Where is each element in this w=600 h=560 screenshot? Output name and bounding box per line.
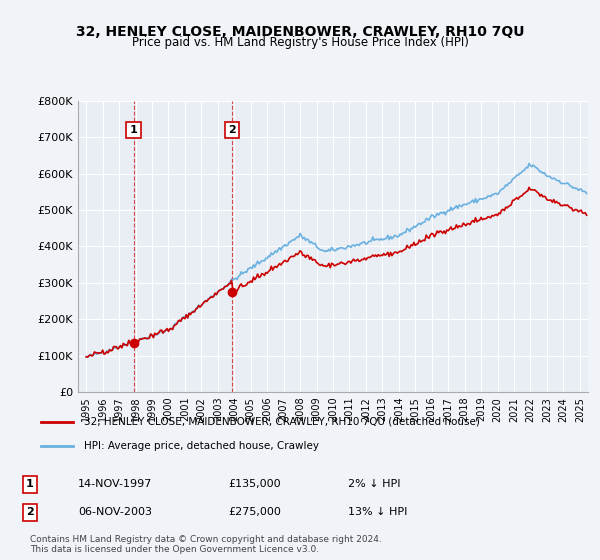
Text: 32, HENLEY CLOSE, MAIDENBOWER, CRAWLEY, RH10 7QU: 32, HENLEY CLOSE, MAIDENBOWER, CRAWLEY, …: [76, 25, 524, 39]
Text: 13% ↓ HPI: 13% ↓ HPI: [348, 507, 407, 517]
Text: £135,000: £135,000: [228, 479, 281, 489]
Text: 06-NOV-2003: 06-NOV-2003: [78, 507, 152, 517]
Text: HPI: Average price, detached house, Crawley: HPI: Average price, detached house, Craw…: [84, 441, 319, 451]
Text: 14-NOV-1997: 14-NOV-1997: [78, 479, 152, 489]
Text: Contains HM Land Registry data © Crown copyright and database right 2024.
This d: Contains HM Land Registry data © Crown c…: [30, 535, 382, 554]
Text: Price paid vs. HM Land Registry's House Price Index (HPI): Price paid vs. HM Land Registry's House …: [131, 36, 469, 49]
Text: £275,000: £275,000: [228, 507, 281, 517]
Text: 2: 2: [229, 125, 236, 135]
Text: 2: 2: [26, 507, 34, 517]
Text: 2% ↓ HPI: 2% ↓ HPI: [348, 479, 401, 489]
Text: 32, HENLEY CLOSE, MAIDENBOWER, CRAWLEY, RH10 7QU (detached house): 32, HENLEY CLOSE, MAIDENBOWER, CRAWLEY, …: [84, 417, 480, 427]
Text: 1: 1: [26, 479, 34, 489]
Text: 1: 1: [130, 125, 137, 135]
